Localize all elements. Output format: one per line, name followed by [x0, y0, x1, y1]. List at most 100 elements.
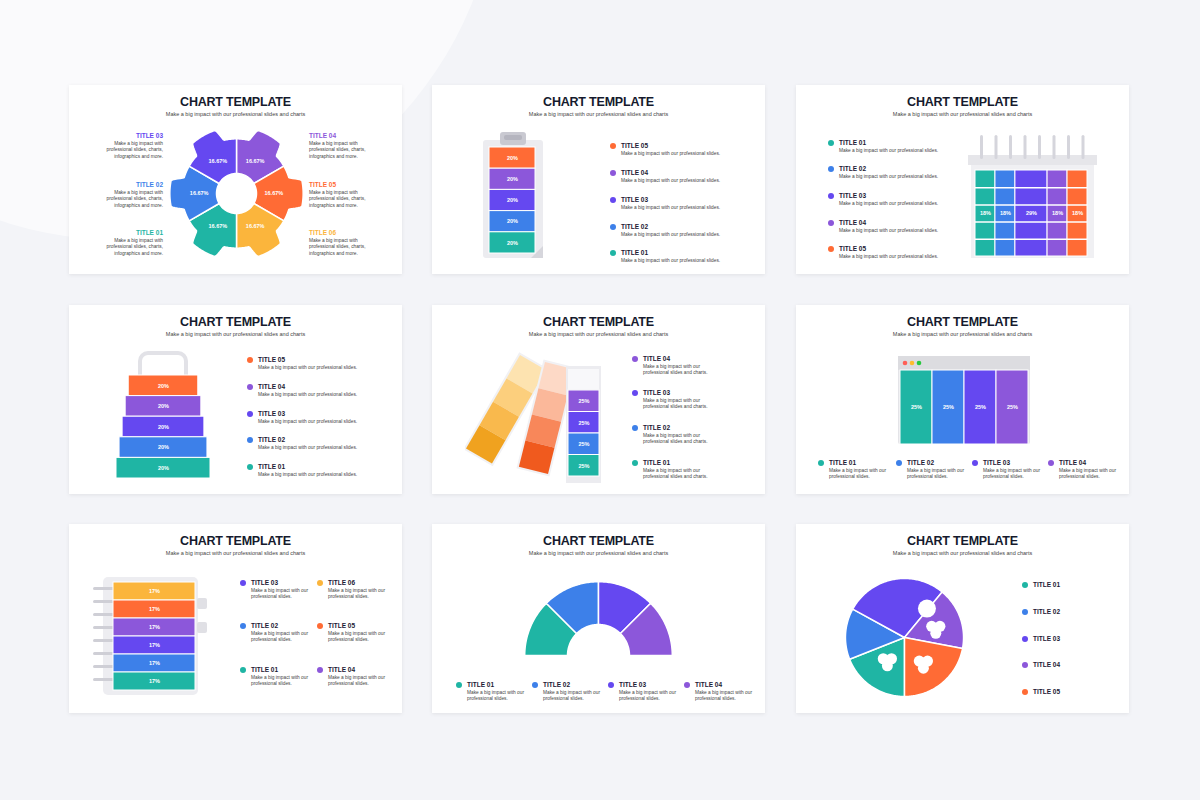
html-text:Make a big impact with our pro: Make a big impact with our professional …: [695, 690, 753, 702]
html-text:TITLE 01: TITLE 01: [643, 459, 671, 466]
svg-text:25%: 25%: [1007, 404, 1018, 410]
svg-text:20%: 20%: [158, 383, 169, 389]
html-text:Make a big impact with our pro: Make a big impact with our professional …: [328, 675, 386, 687]
html-text:Make a big impact with our pro: Make a big impact with our professional …: [328, 631, 386, 643]
svg-text:16.67%: 16.67%: [265, 190, 284, 196]
html-text:TITLE 03: TITLE 03: [258, 410, 286, 417]
html-text:TITLE 02: TITLE 02: [907, 459, 935, 466]
html-text:TITLE 05: TITLE 05: [258, 356, 286, 363]
svg-text:16.67%: 16.67%: [246, 223, 265, 229]
html-text:TITLE 01: TITLE 01: [621, 249, 649, 256]
html-text:CHART TEMPLATE: CHART TEMPLATE: [543, 315, 654, 329]
svg-text:25%: 25%: [975, 404, 986, 410]
html-text:Make a big impact with profess: Make a big impact with professional slid…: [309, 238, 366, 256]
html-text:TITLE 04: TITLE 04: [621, 169, 649, 176]
html-text:TITLE 06: TITLE 06: [328, 579, 356, 586]
svg-text:25%: 25%: [911, 404, 922, 410]
html-text:TITLE 04: TITLE 04: [309, 132, 337, 139]
html-text:Make a big impact with our pro: Make a big impact with our professional …: [251, 588, 309, 600]
html-text:Make a big impact with our pro: Make a big impact with our professional …: [983, 468, 1041, 480]
html-text:TITLE 04: TITLE 04: [258, 383, 286, 390]
svg-text:16.67%: 16.67%: [246, 158, 265, 164]
html-text:Make a big impact with profess: Make a big impact with professional slid…: [106, 141, 163, 159]
html-text:Make a big impact with our pro: Make a big impact with our professional …: [543, 690, 601, 702]
svg-text:17%: 17%: [149, 606, 160, 612]
html-text:TITLE 03: TITLE 03: [643, 389, 671, 396]
html-text:Make a big impact with our pro: Make a big impact with our professional …: [643, 433, 708, 445]
svg-text:25%: 25%: [578, 463, 589, 469]
html-text:CHART TEMPLATE: CHART TEMPLATE: [907, 534, 1018, 548]
html-text:TITLE 04: TITLE 04: [839, 219, 867, 226]
html-text:TITLE 04: TITLE 04: [643, 355, 671, 362]
html-text:CHART TEMPLATE: CHART TEMPLATE: [543, 534, 654, 548]
html-text:TITLE 05: TITLE 05: [839, 245, 867, 252]
html-text:TITLE 05: TITLE 05: [328, 622, 356, 629]
html-text:TITLE 01: TITLE 01: [258, 463, 286, 470]
html-text:CHART TEMPLATE: CHART TEMPLATE: [180, 534, 291, 548]
html-text:TITLE 03: TITLE 03: [621, 196, 649, 203]
html-text:Make a big impact with our pro: Make a big impact with our professional …: [643, 364, 708, 376]
svg-text:25%: 25%: [943, 404, 954, 410]
html-text:Make a big impact with our pro: Make a big impact with our professional …: [829, 468, 887, 480]
svg-text:20%: 20%: [158, 403, 169, 409]
svg-text:17%: 17%: [149, 624, 160, 630]
svg-text:25%: 25%: [578, 398, 589, 404]
html-text:CHART TEMPLATE: CHART TEMPLATE: [180, 315, 291, 329]
html-text:Make a big impact with our pro: Make a big impact with our professional …: [251, 631, 309, 643]
svg-text:25%: 25%: [578, 441, 589, 447]
html-text:TITLE 01: TITLE 01: [135, 229, 163, 236]
html-text:Make a big impact with profess: Make a big impact with professional slid…: [106, 190, 163, 208]
html-text:Make a big impact with our pro: Make a big impact with our professional …: [467, 690, 525, 702]
svg-text:20%: 20%: [158, 444, 169, 450]
html-text:TITLE 03: TITLE 03: [839, 192, 867, 199]
html-text:Make a big impact with our pro: Make a big impact with our professional …: [251, 675, 309, 687]
html-text:TITLE 03: TITLE 03: [983, 459, 1011, 466]
html-text:TITLE 02: TITLE 02: [643, 424, 671, 431]
html-text:TITLE 05: TITLE 05: [309, 181, 337, 188]
svg-text:20%: 20%: [158, 424, 169, 430]
svg-text:18%: 18%: [980, 210, 991, 216]
html-text:TITLE 01: TITLE 01: [829, 459, 857, 466]
html-text:TITLE 04: TITLE 04: [328, 666, 356, 673]
html-text:Make a big impact with our pro: Make a big impact with our professional …: [643, 398, 708, 410]
html-text:CHART TEMPLATE: CHART TEMPLATE: [907, 95, 1018, 109]
svg-text:20%: 20%: [507, 197, 518, 203]
html-text:Make a big impact with our pro: Make a big impact with our professional …: [643, 468, 708, 480]
svg-text:16.67%: 16.67%: [209, 158, 228, 164]
svg-text:18%: 18%: [1072, 210, 1083, 216]
svg-text:20%: 20%: [507, 218, 518, 224]
svg-text:20%: 20%: [507, 176, 518, 182]
html-text:TITLE 04: TITLE 04: [1059, 459, 1087, 466]
html-text:CHART TEMPLATE: CHART TEMPLATE: [907, 315, 1018, 329]
html-text:Make a big impact with profess: Make a big impact with professional slid…: [309, 190, 366, 208]
html-text:Make a big impact with profess: Make a big impact with professional slid…: [106, 238, 163, 256]
svg-text:20%: 20%: [507, 240, 518, 246]
html-text:TITLE 06: TITLE 06: [309, 229, 337, 236]
svg-text:16.67%: 16.67%: [209, 223, 228, 229]
html-text:CHART TEMPLATE: CHART TEMPLATE: [180, 95, 291, 109]
html-text:Make a big impact with our pro: Make a big impact with our professional …: [1059, 468, 1117, 480]
svg-text:25%: 25%: [578, 420, 589, 426]
svg-text:29%: 29%: [1026, 210, 1037, 216]
svg-text:20%: 20%: [507, 155, 518, 161]
svg-text:17%: 17%: [149, 642, 160, 648]
html-text:TITLE 03: TITLE 03: [135, 132, 163, 139]
svg-text:18%: 18%: [1052, 210, 1063, 216]
svg-text:17%: 17%: [149, 678, 160, 684]
html-text:Make a big impact with our pro: Make a big impact with our professional …: [328, 588, 386, 600]
html-text:TITLE 02: TITLE 02: [135, 181, 163, 188]
svg-text:18%: 18%: [1000, 210, 1011, 216]
svg-text:17%: 17%: [149, 588, 160, 594]
html-text:Make a big impact with our pro: Make a big impact with our professional …: [907, 468, 965, 480]
html-text:CHART TEMPLATE: CHART TEMPLATE: [543, 95, 654, 109]
html-text:Make a big impact with our pro: Make a big impact with our professional …: [619, 690, 677, 702]
html-text:Make a big impact with profess: Make a big impact with professional slid…: [309, 141, 366, 159]
html-text:TITLE 02: TITLE 02: [621, 223, 649, 230]
svg-text:20%: 20%: [158, 465, 169, 471]
html-text:TITLE 05: TITLE 05: [621, 142, 649, 149]
svg-text:16.67%: 16.67%: [190, 190, 209, 196]
svg-text:17%: 17%: [149, 660, 160, 666]
html-text:TITLE 02: TITLE 02: [839, 165, 867, 172]
html-text:TITLE 02: TITLE 02: [258, 436, 286, 443]
html-text:TITLE 01: TITLE 01: [839, 139, 867, 146]
